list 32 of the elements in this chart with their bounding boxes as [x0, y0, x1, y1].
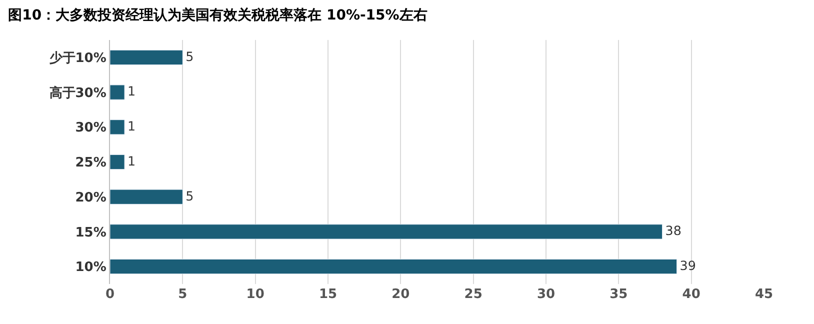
bar: [110, 224, 663, 240]
x-tick-label: 20: [392, 287, 410, 302]
x-tick-label: 45: [754, 287, 774, 302]
data-label: 5: [186, 188, 194, 204]
data-label: 1: [128, 118, 136, 134]
chart-title: 图10：大多数投资经理认为美国有效关税税率落在 10%-15%左右: [8, 6, 428, 24]
x-tick-label: 25: [464, 287, 482, 302]
bar: [110, 189, 183, 204]
data-label: 39: [680, 258, 696, 273]
bar: [110, 154, 125, 170]
data-label: 5: [186, 48, 194, 64]
x-tick-label: 35: [610, 287, 628, 302]
x-tick-label: 5: [178, 287, 188, 302]
data-label: 1: [128, 153, 136, 168]
bar: [110, 50, 183, 65]
bar: [110, 120, 125, 135]
y-tick-label: 30%: [75, 120, 106, 136]
y-tick-label: 20%: [75, 190, 106, 206]
x-tick-label: 10: [246, 287, 264, 302]
x-tick-label: 15: [318, 287, 338, 302]
x-tick-label: 30: [536, 287, 556, 302]
y-tick-label: 15%: [75, 225, 106, 240]
y-tick-label: 高于30%: [49, 84, 106, 101]
bar: [110, 259, 678, 274]
x-tick-label: 0: [105, 287, 115, 302]
x-tick-label: 40: [682, 287, 700, 302]
bar: [110, 84, 125, 100]
data-label: 38: [665, 223, 682, 238]
y-tick-label: 25%: [75, 156, 106, 171]
y-tick-label: 少于10%: [48, 50, 106, 66]
y-tick-label: 10%: [75, 260, 106, 276]
data-label: 1: [128, 84, 136, 99]
